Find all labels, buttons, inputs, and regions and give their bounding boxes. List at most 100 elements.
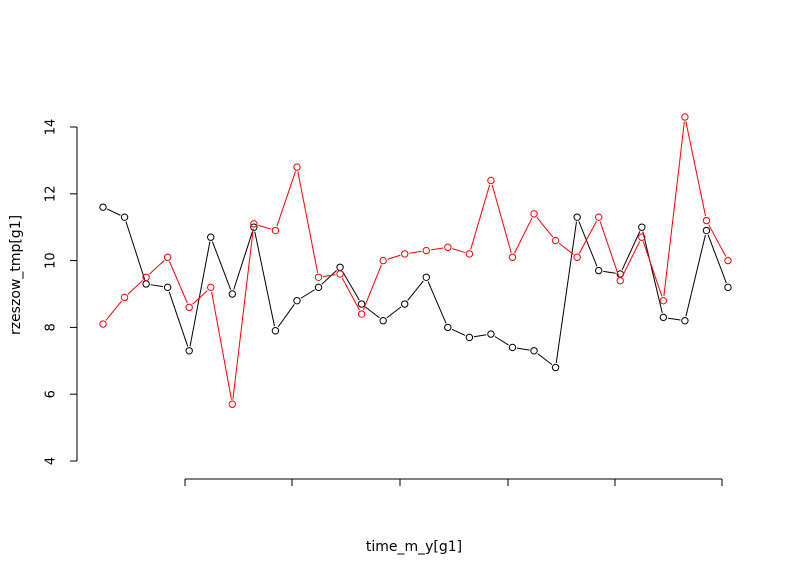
data-point bbox=[379, 256, 387, 265]
y-axis-title: rzeszow_tmp[g1] bbox=[8, 215, 24, 335]
data-point bbox=[487, 176, 495, 185]
series-segment bbox=[254, 231, 275, 327]
data-point bbox=[638, 233, 646, 241]
data-point bbox=[422, 273, 430, 281]
data-point bbox=[293, 163, 301, 171]
series-segment bbox=[386, 306, 402, 319]
data-point bbox=[314, 283, 323, 292]
data-point bbox=[616, 276, 624, 285]
series-segment bbox=[105, 300, 123, 321]
series-segment bbox=[211, 291, 232, 400]
series-segment bbox=[642, 241, 663, 297]
y-tick-label: 6 bbox=[44, 390, 59, 398]
data-point bbox=[681, 113, 689, 121]
series-segment bbox=[473, 334, 487, 338]
series-segment bbox=[603, 270, 616, 274]
series-segment bbox=[685, 121, 707, 217]
data-point bbox=[487, 330, 495, 338]
data-point bbox=[99, 320, 107, 328]
data-point bbox=[530, 210, 538, 218]
series-segment bbox=[470, 184, 491, 250]
series-segment bbox=[341, 277, 360, 311]
series-segment bbox=[125, 221, 146, 280]
series-segment bbox=[578, 220, 597, 254]
data-point bbox=[702, 226, 711, 235]
data-point bbox=[228, 290, 237, 298]
data-point bbox=[444, 243, 452, 251]
data-point bbox=[551, 363, 560, 372]
series-segment bbox=[708, 224, 727, 257]
series-segment bbox=[536, 217, 554, 238]
series-segment bbox=[451, 328, 466, 336]
series-segment bbox=[452, 248, 466, 254]
series-segment bbox=[341, 270, 360, 301]
series-segment bbox=[127, 280, 144, 295]
series-segment bbox=[106, 208, 121, 216]
series-1 bbox=[99, 203, 732, 372]
data-point bbox=[207, 233, 215, 241]
data-point bbox=[659, 313, 668, 322]
data-point bbox=[379, 317, 387, 325]
series-segment bbox=[407, 280, 424, 301]
data-point bbox=[120, 293, 129, 302]
series-segment bbox=[558, 242, 574, 255]
series-segment bbox=[663, 121, 685, 297]
data-point bbox=[271, 226, 280, 235]
data-point bbox=[573, 253, 581, 261]
series-segment bbox=[297, 171, 319, 273]
data-point bbox=[185, 303, 193, 312]
series-segment bbox=[599, 221, 620, 277]
data-point bbox=[207, 283, 215, 292]
data-point bbox=[293, 296, 301, 305]
data-point bbox=[573, 213, 581, 221]
y-tick-label: 8 bbox=[44, 323, 59, 331]
series-segment bbox=[494, 336, 509, 346]
series-segment bbox=[276, 171, 296, 227]
data-point bbox=[99, 203, 107, 211]
series-segment bbox=[258, 224, 272, 230]
data-point bbox=[336, 270, 344, 278]
series-segment bbox=[322, 274, 336, 278]
data-point bbox=[163, 253, 172, 261]
series-segment bbox=[168, 291, 189, 347]
data-point bbox=[142, 273, 150, 281]
series-segment bbox=[150, 284, 164, 288]
series-layer bbox=[99, 113, 732, 408]
data-point bbox=[724, 256, 732, 265]
y-tick-label: 10 bbox=[44, 252, 59, 269]
series-segment bbox=[667, 317, 681, 321]
data-point bbox=[681, 317, 689, 325]
series-segment bbox=[685, 234, 706, 317]
data-point bbox=[357, 300, 366, 308]
series-2 bbox=[99, 113, 732, 408]
data-point bbox=[250, 220, 258, 228]
series-segment bbox=[621, 231, 641, 270]
series-segment bbox=[300, 289, 315, 299]
data-point bbox=[594, 213, 603, 221]
series-segment bbox=[192, 290, 208, 305]
x-axis bbox=[184, 478, 723, 486]
series-segment bbox=[409, 250, 422, 254]
series-segment bbox=[149, 260, 165, 275]
y-tick-label: 4 bbox=[44, 457, 59, 465]
series-segment bbox=[707, 234, 727, 284]
y-tick-label: 12 bbox=[44, 186, 59, 203]
data-point bbox=[314, 273, 323, 281]
data-point bbox=[702, 216, 711, 225]
series-segment bbox=[387, 254, 401, 260]
data-point bbox=[508, 253, 517, 261]
data-point bbox=[120, 213, 129, 221]
data-point bbox=[465, 333, 474, 342]
data-point bbox=[336, 263, 344, 271]
series-segment bbox=[232, 228, 254, 400]
data-point bbox=[724, 283, 732, 292]
data-point bbox=[163, 283, 172, 292]
data-point bbox=[142, 280, 150, 288]
data-point bbox=[228, 400, 237, 408]
data-point bbox=[638, 223, 646, 231]
data-point bbox=[594, 266, 603, 275]
series-segment bbox=[555, 221, 577, 363]
series-segment bbox=[321, 270, 338, 285]
series-segment bbox=[621, 241, 641, 277]
